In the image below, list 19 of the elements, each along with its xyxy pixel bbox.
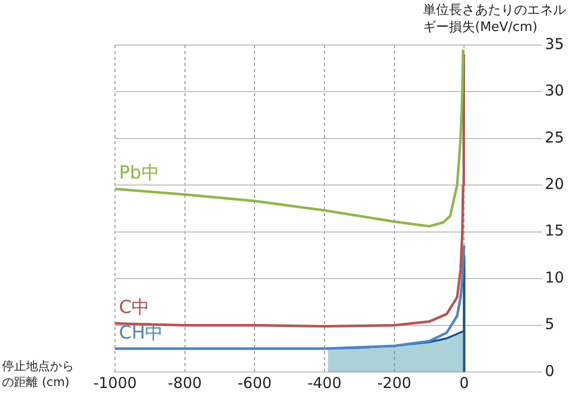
y-tick-label: 5	[544, 315, 554, 334]
x-tick-label: -800	[168, 374, 202, 392]
y-tick-label: 30	[544, 82, 564, 100]
y-tick-label: 15	[544, 222, 564, 240]
y-tick-label: 35	[544, 34, 564, 53]
series-label: Pb中	[119, 162, 160, 184]
y-tick-label: 25	[544, 128, 564, 146]
x-tick-label: 0	[459, 374, 469, 392]
y-axis-title: 単位長さあたりのエネルギー損失(MeV/cm)	[423, 2, 567, 36]
series-label: CH中	[119, 322, 164, 344]
x-axis-title: 停止地点からの距離 (cm)	[2, 358, 75, 390]
y-tick-label: 0	[544, 362, 554, 380]
x-tick-label: -600	[238, 374, 272, 392]
x-tick-label: -200	[377, 374, 412, 392]
x-tick-label: -400	[307, 374, 342, 392]
series-label: C中	[119, 297, 150, 318]
y-tick-label: 20	[544, 175, 564, 194]
y-tick-label: 10	[544, 268, 564, 286]
x-tick-label: -1000	[93, 374, 137, 392]
